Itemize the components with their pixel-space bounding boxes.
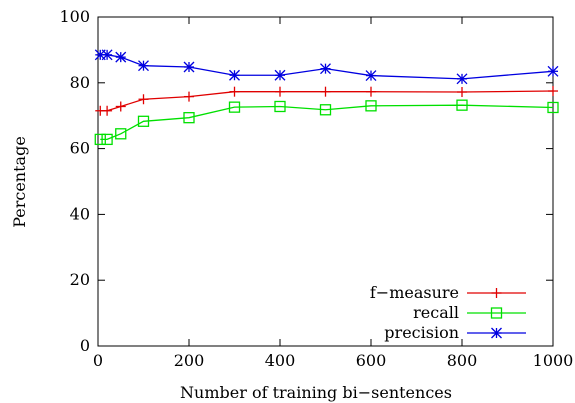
data-point <box>138 60 149 72</box>
y-axis-title: Percentage <box>10 136 29 228</box>
series-line <box>100 104 554 141</box>
legend-marker <box>491 327 502 339</box>
series-layer <box>94 49 559 146</box>
legend-entry: recall <box>413 303 526 322</box>
data-point <box>101 49 113 61</box>
data-point <box>548 86 558 97</box>
y-tick-label: 80 <box>70 73 90 92</box>
plot-frame <box>97 16 554 347</box>
data-point <box>457 87 467 98</box>
legend-marker <box>491 288 502 298</box>
data-point <box>115 128 127 140</box>
data-point <box>102 105 113 116</box>
data-point <box>138 94 149 105</box>
legend-label: precision <box>384 323 459 342</box>
y-tick-label: 40 <box>70 204 90 223</box>
data-point <box>229 69 240 81</box>
axis-ticks: 0 200 400 600 800 1000 0 20 40 60 80 100 <box>59 7 573 370</box>
legend-entry: precision <box>384 323 526 342</box>
data-point <box>456 73 468 85</box>
data-point <box>94 133 106 146</box>
x-tick-label: 200 <box>174 351 205 370</box>
data-point <box>365 100 377 112</box>
data-point <box>228 101 241 113</box>
series-1 <box>94 99 559 146</box>
data-point <box>115 51 127 63</box>
data-point <box>229 86 240 97</box>
series-line <box>100 90 554 112</box>
x-tick-label: 0 <box>93 351 103 370</box>
data-point <box>319 104 332 116</box>
data-point <box>184 91 194 102</box>
data-point <box>365 70 377 82</box>
x-tick-label: 800 <box>447 351 478 370</box>
y-tick-label: 20 <box>70 270 90 289</box>
data-point <box>101 133 113 146</box>
data-point <box>115 101 126 112</box>
series-0 <box>95 86 558 116</box>
data-point <box>547 65 559 77</box>
data-point <box>275 86 285 97</box>
legend-marker <box>490 307 503 319</box>
legend-entry: f−measure <box>370 283 526 302</box>
data-point <box>274 69 286 81</box>
x-axis-title: Number of training bi−sentences <box>180 383 452 402</box>
plot-border <box>97 16 554 347</box>
legend-label: recall <box>413 303 459 322</box>
data-point <box>456 99 468 111</box>
x-tick-label: 400 <box>265 351 296 370</box>
data-point <box>366 86 376 97</box>
y-tick-label: 100 <box>59 7 90 26</box>
data-point <box>547 101 559 114</box>
data-point <box>183 112 195 124</box>
y-tick-label: 60 <box>70 139 90 158</box>
x-tick-label: 600 <box>356 351 387 370</box>
y-tick-label: 0 <box>80 336 90 355</box>
data-point <box>320 63 331 75</box>
data-point <box>274 100 286 113</box>
x-tick-label: 1000 <box>533 351 574 370</box>
data-point <box>183 61 195 73</box>
legend-label: f−measure <box>370 283 459 302</box>
series-2 <box>94 49 559 85</box>
data-point <box>137 115 150 127</box>
data-point <box>320 86 331 97</box>
